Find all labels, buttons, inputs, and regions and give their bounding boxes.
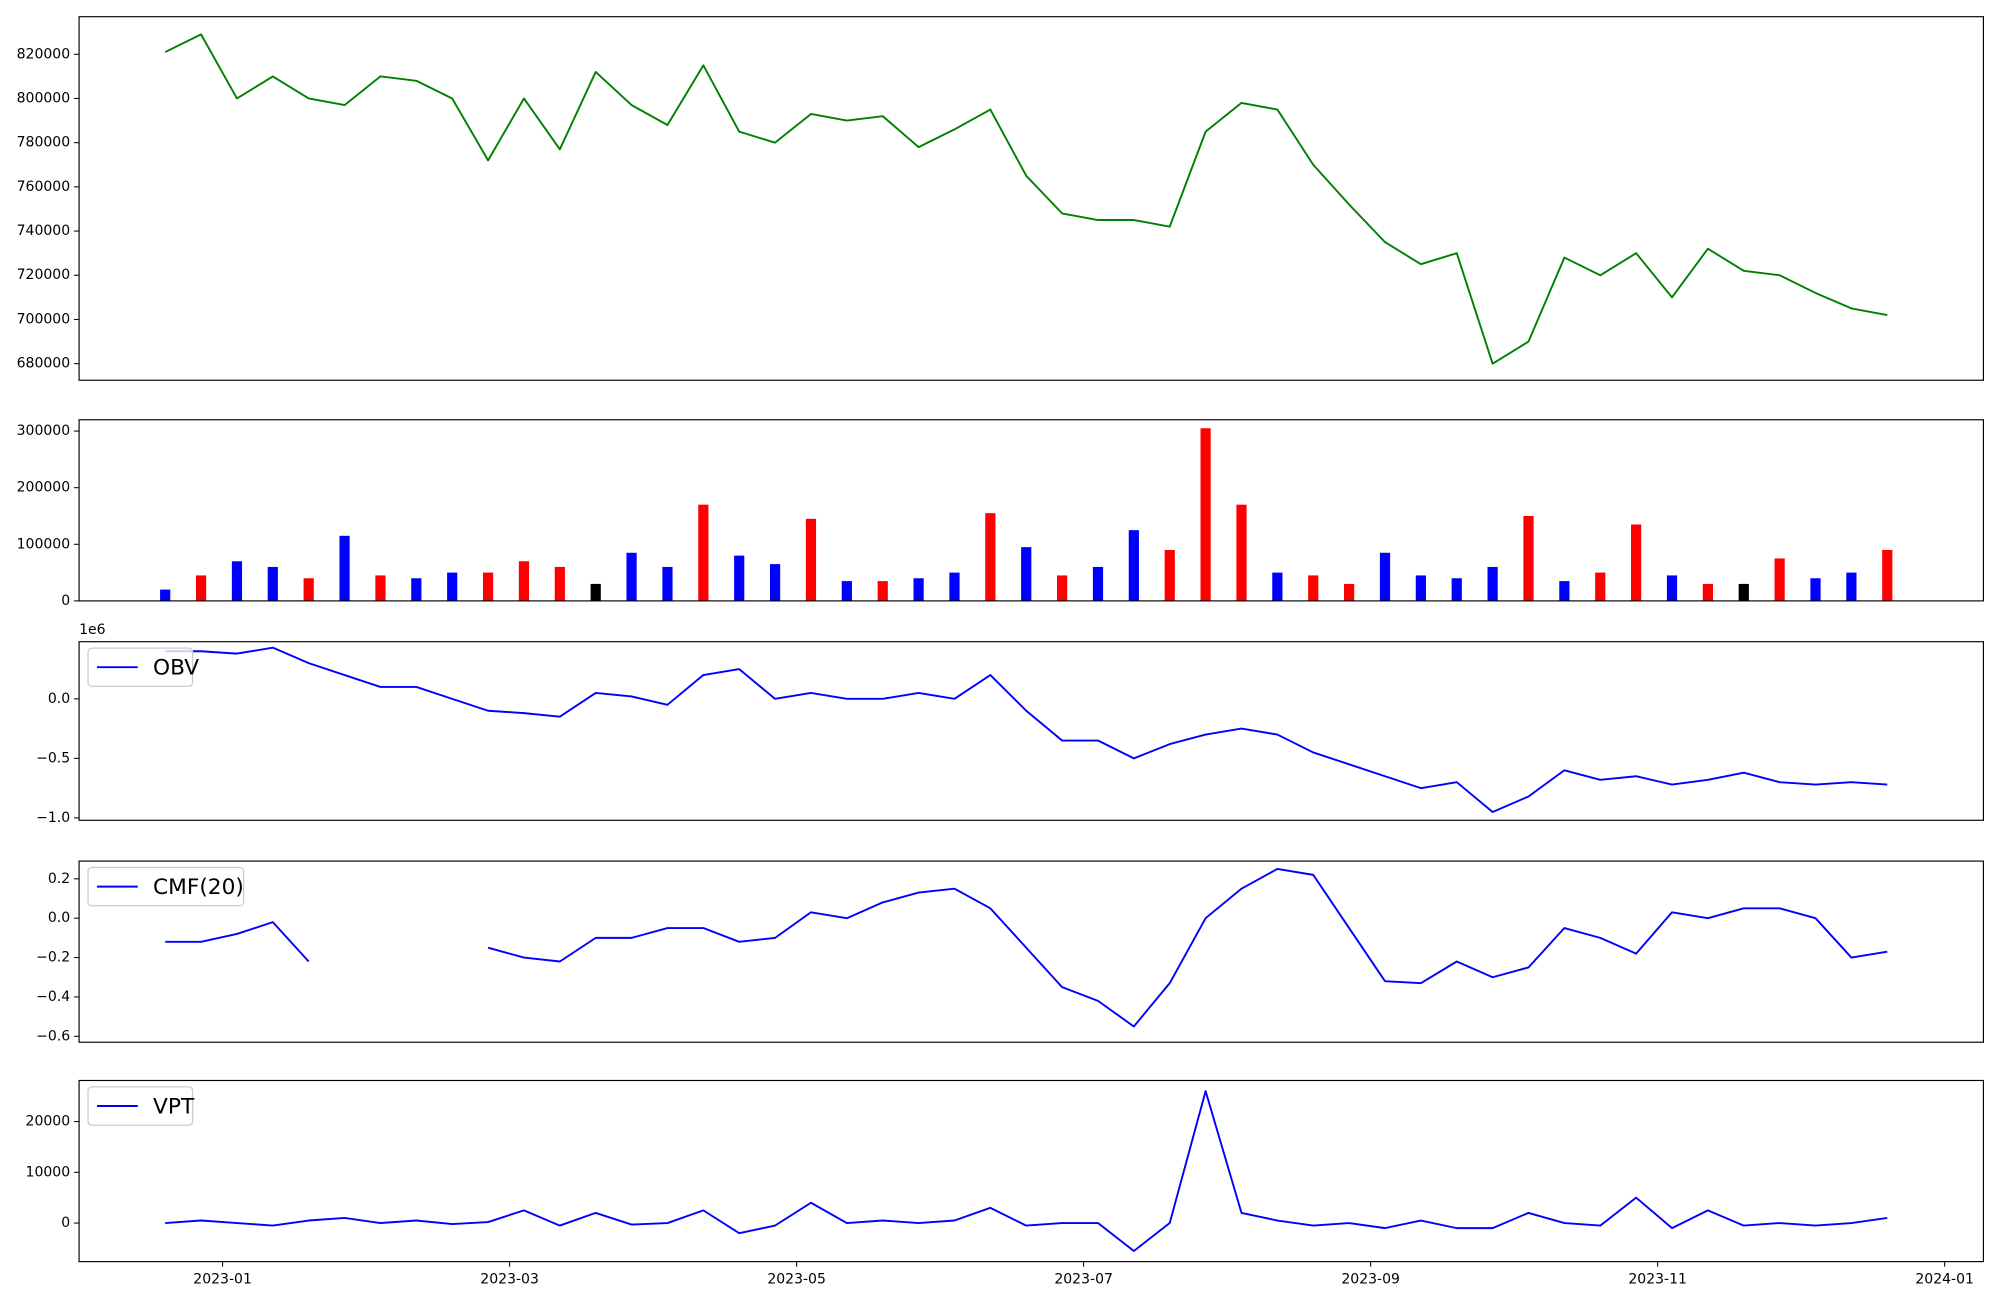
axes-frame <box>78 860 1984 1043</box>
bar <box>195 575 207 601</box>
bar <box>1666 575 1678 601</box>
bar <box>877 581 888 601</box>
bar <box>1702 583 1713 601</box>
y-tick-label: 720000 <box>17 267 71 283</box>
bar <box>590 583 601 601</box>
bar <box>1236 504 1247 601</box>
axes-frame <box>78 641 1984 821</box>
bar <box>1846 572 1857 601</box>
bar <box>626 552 637 601</box>
y-tick-label: 680000 <box>17 356 71 372</box>
y-tick-label: 820000 <box>17 46 71 62</box>
legend-label: OBV <box>153 655 199 680</box>
bar <box>698 504 709 601</box>
bar <box>339 535 350 601</box>
legend-box <box>87 866 245 907</box>
bar <box>1487 566 1498 601</box>
axes-frame <box>78 1079 1984 1263</box>
bar <box>482 572 494 601</box>
bar <box>1774 558 1785 601</box>
bar <box>662 566 673 601</box>
bar <box>1272 572 1283 601</box>
y-tick-label: 0 <box>61 593 70 609</box>
bar <box>1451 578 1462 601</box>
y-tick-label: −1.0 <box>36 810 70 826</box>
bar <box>1882 549 1893 601</box>
y-tick-label: 0.2 <box>48 871 70 887</box>
bar <box>985 513 996 601</box>
bar <box>160 589 171 601</box>
bar <box>949 572 960 601</box>
bar <box>1810 578 1821 601</box>
y-tick-label: 760000 <box>17 179 71 195</box>
y-tick-label: 300000 <box>17 423 71 439</box>
bar <box>841 581 852 601</box>
x-tick-label: 2023-01 <box>193 1271 252 1287</box>
bar <box>411 578 422 601</box>
legend-label: VPT <box>153 1094 195 1119</box>
y-tick-label: 0.0 <box>48 691 70 707</box>
x-tick-label: 2023-11 <box>1628 1271 1687 1287</box>
y-tick-label: 200000 <box>17 480 71 496</box>
bar <box>769 564 781 601</box>
bar <box>1595 572 1606 601</box>
data-line <box>165 868 1888 1028</box>
y-tick-label: −0.4 <box>36 989 70 1005</box>
y-tick-label: 800000 <box>17 90 71 106</box>
bar <box>1344 583 1355 601</box>
y-tick-label: 780000 <box>17 135 71 151</box>
axes-frame <box>78 16 1984 381</box>
x-tick-label: 2023-03 <box>480 1271 539 1287</box>
y-tick-label: −0.6 <box>36 1028 70 1044</box>
x-tick-label: 2024-01 <box>1915 1271 1974 1287</box>
bar <box>1738 583 1749 601</box>
data-line <box>164 33 1888 365</box>
y-tick-label: 20000 <box>26 1114 71 1130</box>
bar <box>1559 581 1570 601</box>
y-tick-label: 100000 <box>17 536 71 552</box>
bar <box>1092 566 1104 601</box>
axis-offset-label: 1e6 <box>79 622 106 638</box>
y-tick-label: 0 <box>61 1215 70 1231</box>
legend-box <box>87 1086 194 1126</box>
bar <box>805 518 817 601</box>
bar <box>1021 547 1032 601</box>
bar <box>1128 530 1139 601</box>
legend-label: CMF(20) <box>153 875 244 900</box>
bar <box>1200 428 1211 601</box>
bar <box>1415 575 1426 601</box>
data-line <box>165 646 1888 813</box>
bar <box>1308 575 1319 601</box>
legend-box <box>87 647 194 687</box>
y-tick-label: 740000 <box>17 223 71 239</box>
y-tick-label: −0.2 <box>36 950 70 966</box>
bar <box>554 566 565 601</box>
bar <box>518 561 530 601</box>
data-line <box>165 1090 1888 1252</box>
y-tick-label: −0.5 <box>36 750 70 766</box>
x-tick-label: 2023-07 <box>1054 1271 1113 1287</box>
bar <box>267 566 278 601</box>
x-tick-label: 2023-05 <box>767 1271 826 1287</box>
bar <box>1523 515 1534 601</box>
y-tick-label: 0.0 <box>48 910 70 926</box>
bar <box>913 578 924 601</box>
bar <box>375 575 386 601</box>
bar <box>734 555 745 601</box>
bar <box>1631 524 1642 601</box>
bar <box>303 578 314 601</box>
y-tick-label: 700000 <box>17 311 71 327</box>
bar <box>447 572 458 601</box>
bar <box>1164 549 1175 601</box>
bar <box>1379 552 1391 601</box>
bar <box>1057 575 1068 601</box>
bar <box>231 561 243 601</box>
x-tick-label: 2023-09 <box>1341 1271 1400 1287</box>
y-tick-label: 10000 <box>26 1164 71 1180</box>
axes-frame <box>78 419 1984 602</box>
